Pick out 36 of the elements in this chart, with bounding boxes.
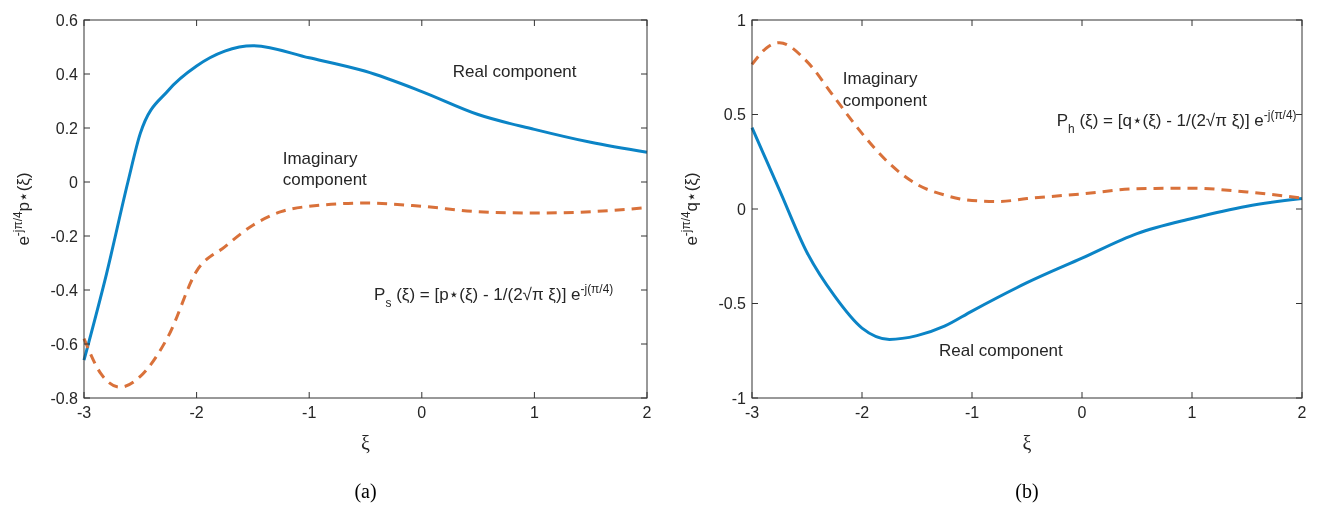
x-tick-label: 2 — [642, 404, 652, 421]
y-tick-label: 0.5 — [723, 106, 747, 124]
y-tick-label: 0.6 — [55, 11, 79, 29]
x-tick-label: -3 — [744, 404, 760, 421]
y-tick-label: -1 — [731, 389, 747, 407]
annotation: P$_{h}$ (ξ) = [q⋆(ξ) - 1/(2√π ξ)] e$^{-j(π/4)}$ — [1056, 107, 1297, 136]
y-tick-label: 0 — [737, 200, 747, 218]
text: (a) — [354, 480, 377, 503]
x-tick-label: -2 — [854, 404, 870, 421]
annotation: Imaginary component — [282, 148, 368, 189]
x-tick-label: 0 — [1077, 404, 1087, 421]
x-axis-title: ξ — [1022, 432, 1032, 454]
line-series — [82, 44, 649, 362]
y-tick-label: -0.8 — [50, 389, 79, 407]
x-axis-title: ξ — [361, 432, 371, 454]
x-tick-label: 0 — [417, 404, 427, 421]
x-tick-label: -1 — [964, 404, 980, 421]
y-tick-label: -0.2 — [50, 227, 79, 245]
annotation: Real component — [939, 341, 1064, 361]
y-tick-label: -0.4 — [50, 281, 79, 299]
text: (b) — [1015, 480, 1039, 503]
annotation: P$_{s}$ (ξ) = [p⋆(ξ) - 1/(2√π ξ)] e$^{-j(π/4)}$ — [374, 281, 614, 310]
y-tick-label: 0.2 — [55, 119, 79, 137]
x-tick-label: 1 — [1187, 404, 1197, 421]
x-tick-label: -1 — [302, 404, 317, 421]
x-tick-label: -3 — [76, 404, 92, 421]
x-tick-label: -2 — [189, 404, 204, 421]
x-tick-label: 2 — [1297, 404, 1307, 421]
annotation: Imaginary component — [842, 69, 928, 110]
y-tick-label: 1 — [737, 11, 747, 29]
annotation: Real component — [452, 61, 577, 81]
y-tick-label: 0 — [69, 173, 79, 191]
y-tick-label: 0.4 — [55, 65, 79, 83]
y-tick-label: -0.5 — [718, 295, 747, 313]
y-tick-label: -0.6 — [50, 335, 79, 353]
x-tick-label: 1 — [529, 404, 539, 421]
